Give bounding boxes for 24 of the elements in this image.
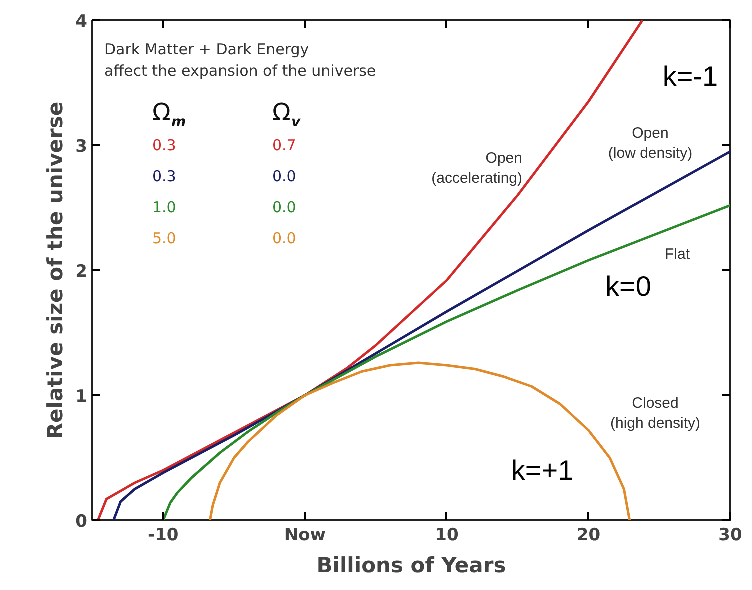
annotation: k=+1 <box>511 455 574 486</box>
x-tick-label: 30 <box>718 526 742 546</box>
x-tick-label: 10 <box>435 526 459 546</box>
annotation: Open (low density) <box>608 124 693 162</box>
annotation: Open (accelerating) <box>432 150 523 188</box>
y-tick-label: 2 <box>76 262 88 282</box>
y-tick-label: 4 <box>76 12 88 32</box>
text: 0.3 0.7 <box>152 136 296 154</box>
annotation: Dark Matter + Dark Energy affect the expansion of the universe <box>104 40 376 80</box>
y-tick-label: 0 <box>76 512 88 532</box>
text: 5.0 0.0 <box>152 230 296 248</box>
y-tick-label: 1 <box>76 387 88 407</box>
x-tick-label: -10 <box>148 526 179 546</box>
text: 0.3 0.0 <box>152 168 296 186</box>
text: 1.0 0.0 <box>152 198 296 216</box>
x-tick-label: Now <box>284 526 326 546</box>
x-axis-title: Billions of Years <box>316 554 506 578</box>
y-tick-label: 3 <box>76 137 88 157</box>
annotation: Closed (high density) <box>610 394 701 432</box>
annotation: Flat <box>665 246 691 263</box>
annotation: k=0 <box>606 271 652 302</box>
annotation: k=-1 <box>662 61 718 92</box>
x-tick-label: 20 <box>576 526 601 546</box>
y-axis-title: Relative size of the universe <box>44 102 68 440</box>
